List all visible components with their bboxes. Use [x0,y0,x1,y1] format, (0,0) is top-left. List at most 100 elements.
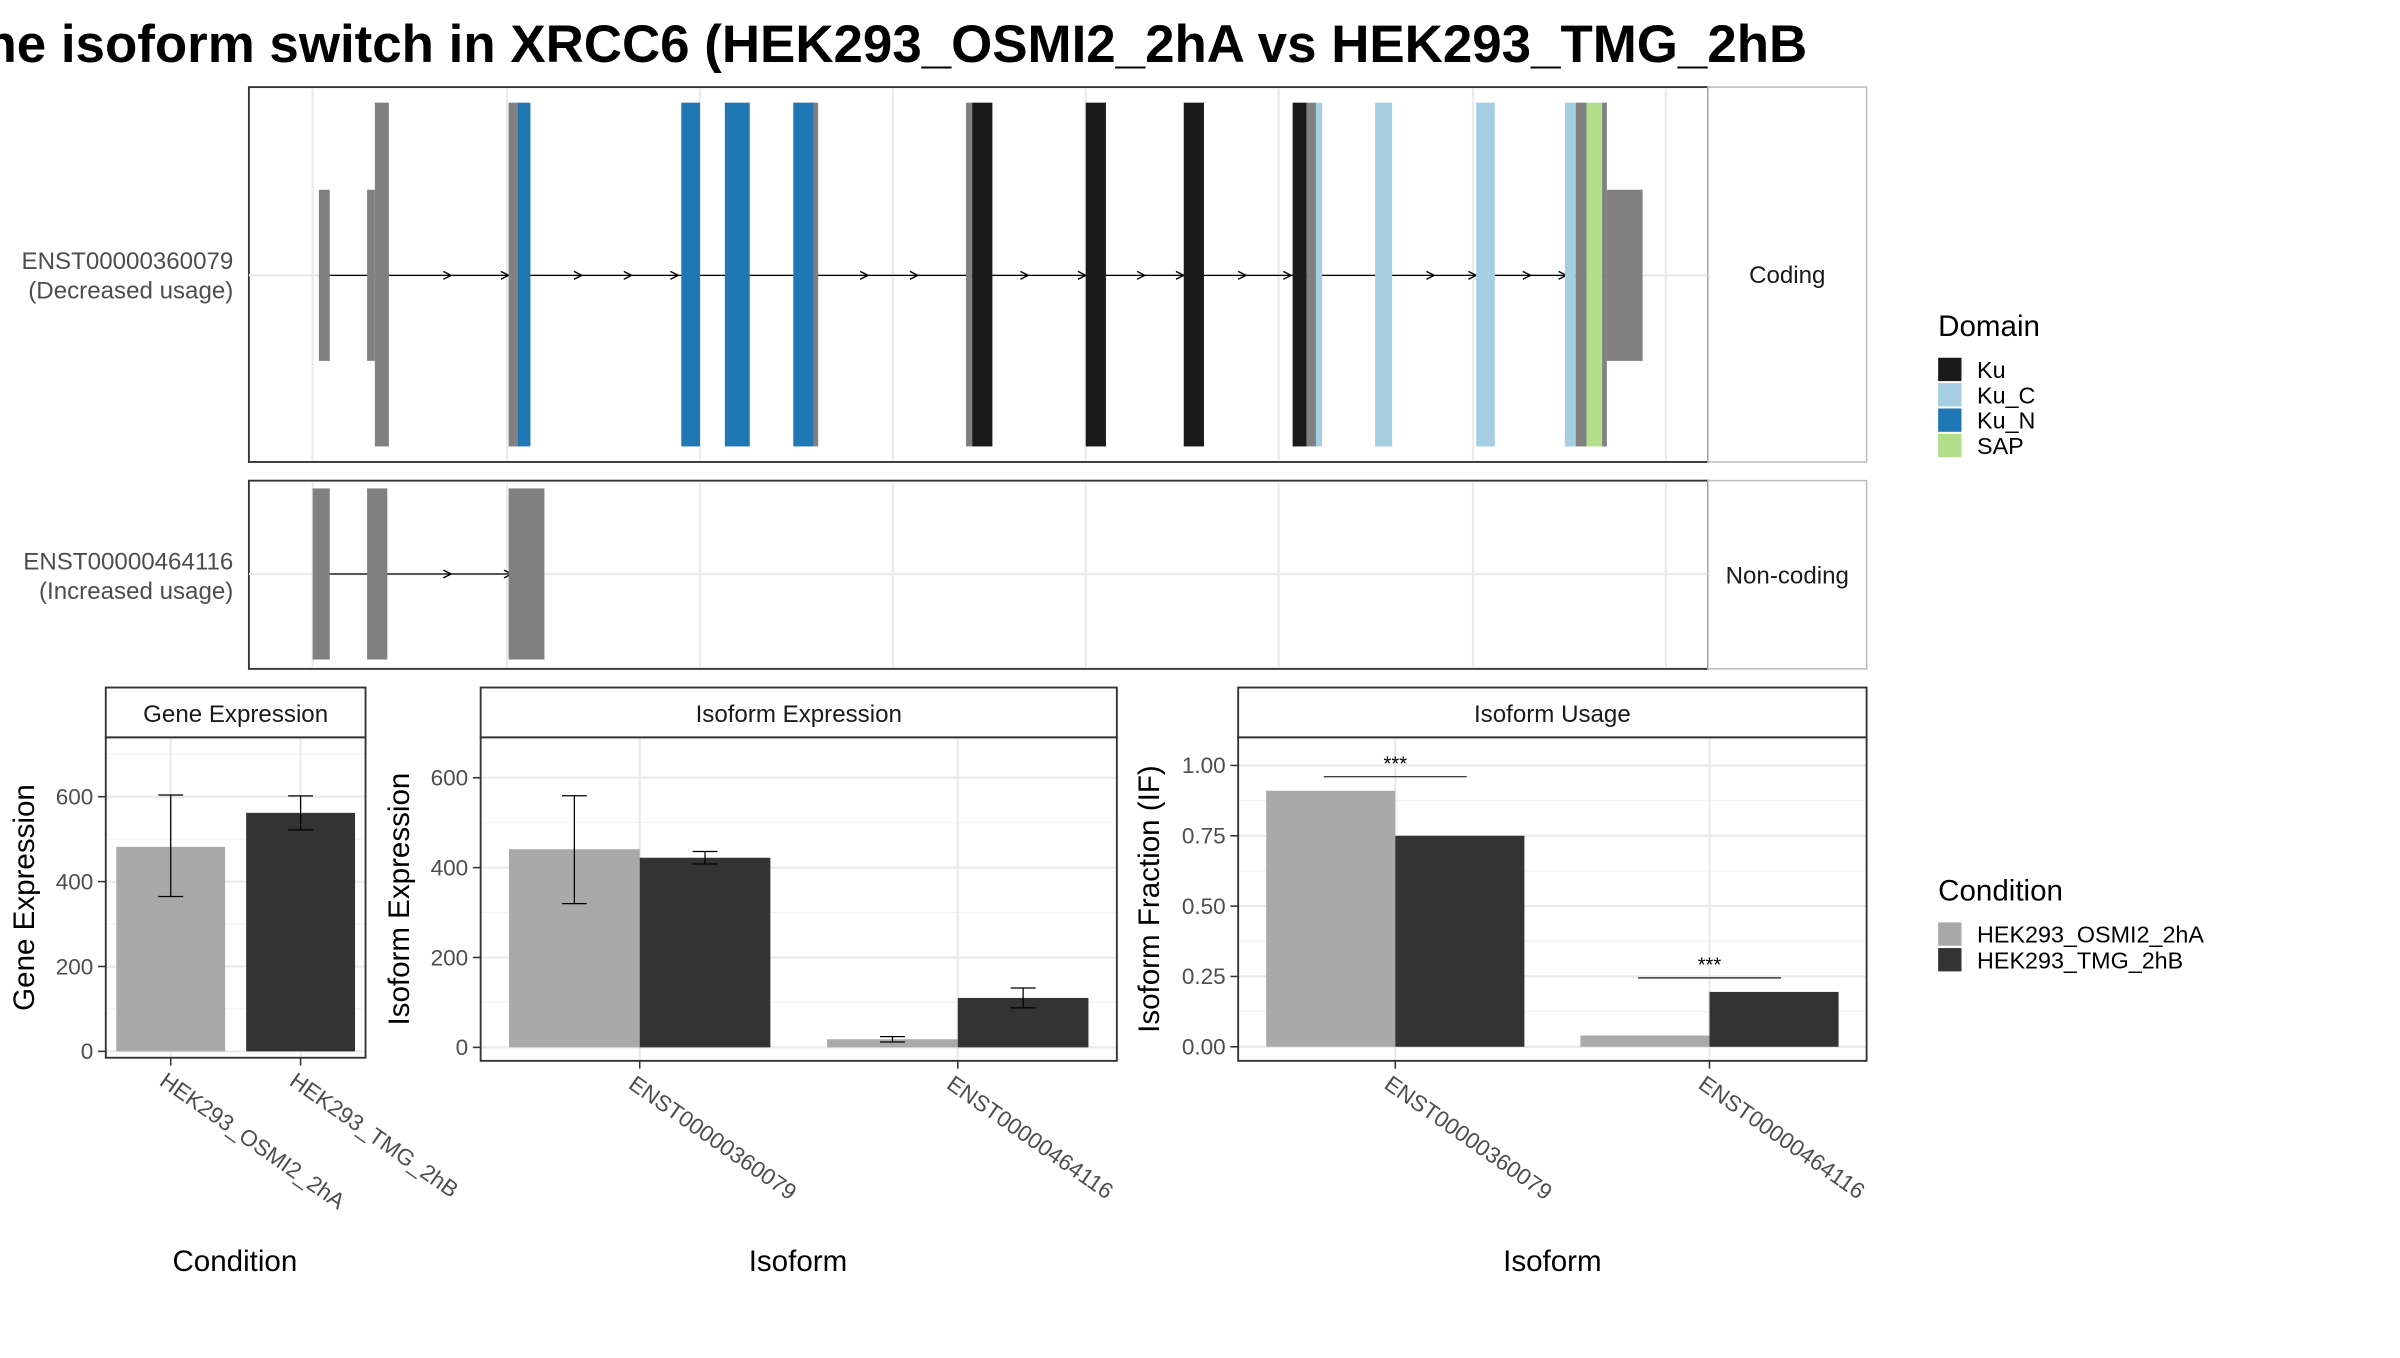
exon-19 [1575,102,1587,447]
exon-2 [374,102,389,447]
exon-0 [312,488,330,660]
exon-6 [724,102,750,447]
facet-strip [1237,686,1868,739]
y-axis-title: Isoform Expression [383,773,416,1026]
intron-arrow-9 [1136,270,1147,280]
transcript-usage-noncoding: (Increased usage) [39,578,233,605]
intron-arrow-4 [670,270,680,280]
facet-strip [479,686,1118,739]
y-tick-label-1: 200 [56,954,94,979]
bar-ENST00000360079-HEK293_TMG_2hB [1395,835,1525,1047]
legend-label-SAP: SAP [1977,433,2024,459]
exon-0 [318,189,330,361]
exon-8 [813,102,819,447]
significance-label-ENST00000360079: *** [1383,754,1407,776]
legend-label-Ku_N: Ku_N [1977,408,2035,434]
exon-21 [1602,102,1607,447]
intron-arrow-12 [1282,270,1293,280]
transcript-panel-noncoding: Non-coding ENST00000464116 (Increased us… [23,479,1868,670]
condition-legend-title: Condition [1938,875,2063,908]
legend-label-Ku: Ku [1977,357,2006,383]
exon-22 [1606,189,1643,361]
legend-swatch-HEK293_OSMI2_2hA [1938,922,1962,946]
legend-swatch-Ku_C [1938,383,1962,407]
noncoding-strip-box [1707,479,1868,670]
x-tick-label-0: ENST00000360079 [624,1071,801,1205]
coding-strip-box [1707,86,1868,463]
y-tick-label-1: 200 [431,945,469,970]
transcript-id-coding: ENST00000360079 [22,248,234,275]
legend-swatch-Ku_N [1938,408,1962,432]
x-tick-label-0: ENST00000360079 [1380,1071,1557,1205]
exon-7 [793,102,814,447]
facet-strip-title: Isoform Usage [1474,701,1631,728]
exon-18 [1564,102,1576,447]
exon-1 [367,488,388,660]
intron-arrow-6 [909,270,920,280]
exon-4 [517,102,531,447]
transcript-panel-coding: Coding ENST00000360079 (Decreased usage) [22,86,1868,463]
exon-2 [508,488,545,660]
intron-arrow-5 [859,270,870,280]
significance-label-ENST00000464116: *** [1698,955,1722,977]
exon-20 [1586,102,1603,447]
isoform-expression-chart: Isoform Expression 0 200 400 600 ENST00000360… [383,686,1118,1278]
y-tick-label-3: 0.75 [1182,824,1226,849]
intron-arrow-15 [1522,270,1533,280]
y-tick-label-3: 600 [431,766,469,791]
x-tick-label-1: ENST00000464116 [942,1071,1117,1204]
y-tick-label-0: 0.00 [1182,1035,1226,1060]
exon-14 [1306,102,1316,447]
domain-legend-title: Domain [1938,310,2040,343]
exon-16 [1375,102,1393,447]
exon-12 [1183,102,1204,447]
legend-label-Ku_C: Ku_C [1977,382,2035,408]
bar-ENST00000360079-HEK293_TMG_2hB [639,857,771,1048]
figure-title: he isoform switch in XRCC6 (HEK293_OSMI2… [0,15,1807,74]
intron-arrow-3 [623,270,634,280]
exon-10 [972,102,993,447]
x-tick-label-1: ENST00000464116 [1694,1071,1869,1204]
y-axis-title: Isoform Fraction (IF) [1133,765,1166,1033]
bar-ENST00000464116-HEK293_OSMI2_2hA [1580,1035,1710,1047]
legend-label-HEK293_TMG_2hB: HEK293_TMG_2hB [1977,947,2183,973]
intron-arrow-0 [443,270,453,280]
intron-arrow-13 [1426,270,1436,280]
x-axis-title: Isoform [1503,1245,1602,1278]
noncoding-exons [312,488,545,660]
bar-HEK293_TMG_2hB [246,812,356,1052]
transcript-usage-coding: (Decreased usage) [28,278,233,305]
y-tick-label-2: 400 [431,855,469,880]
exon-17 [1476,102,1495,447]
bar-ENST00000464116-HEK293_TMG_2hB [1709,991,1839,1047]
isoform-usage-chart: *** *** Isoform Usage 0.00 0.25 0.50 0.75 1.00 E… [1133,686,1869,1278]
noncoding-strip-label: Non-coding [1726,562,1849,589]
legend-swatch-Ku [1938,357,1962,382]
x-axis-title: Isoform [749,1245,848,1278]
x-axis-title: Condition [172,1245,297,1278]
exon-11 [1085,102,1106,447]
legend-swatch-HEK293_TMG_2hB [1938,948,1962,972]
y-tick-label-2: 0.50 [1182,894,1226,919]
y-tick-label-0: 0 [81,1039,94,1064]
facet-strip [104,686,367,739]
intron-arrow-10 [1175,270,1186,280]
exon-1 [367,189,375,361]
coding-strip-label: Coding [1749,262,1825,289]
exon-9 [965,102,973,447]
legend-swatch-SAP [1938,433,1962,458]
facet-strip-title: Gene Expression [143,701,328,728]
legend-label-HEK293_OSMI2_2hA: HEK293_OSMI2_2hA [1977,922,2204,948]
y-tick-label-3: 600 [56,785,94,810]
exon-13 [1292,102,1307,447]
bar-ENST00000360079-HEK293_OSMI2_2hA [1266,790,1396,1047]
exon-5 [681,102,700,447]
y-tick-label-4: 1.00 [1182,753,1226,778]
exon-15 [1315,102,1323,447]
